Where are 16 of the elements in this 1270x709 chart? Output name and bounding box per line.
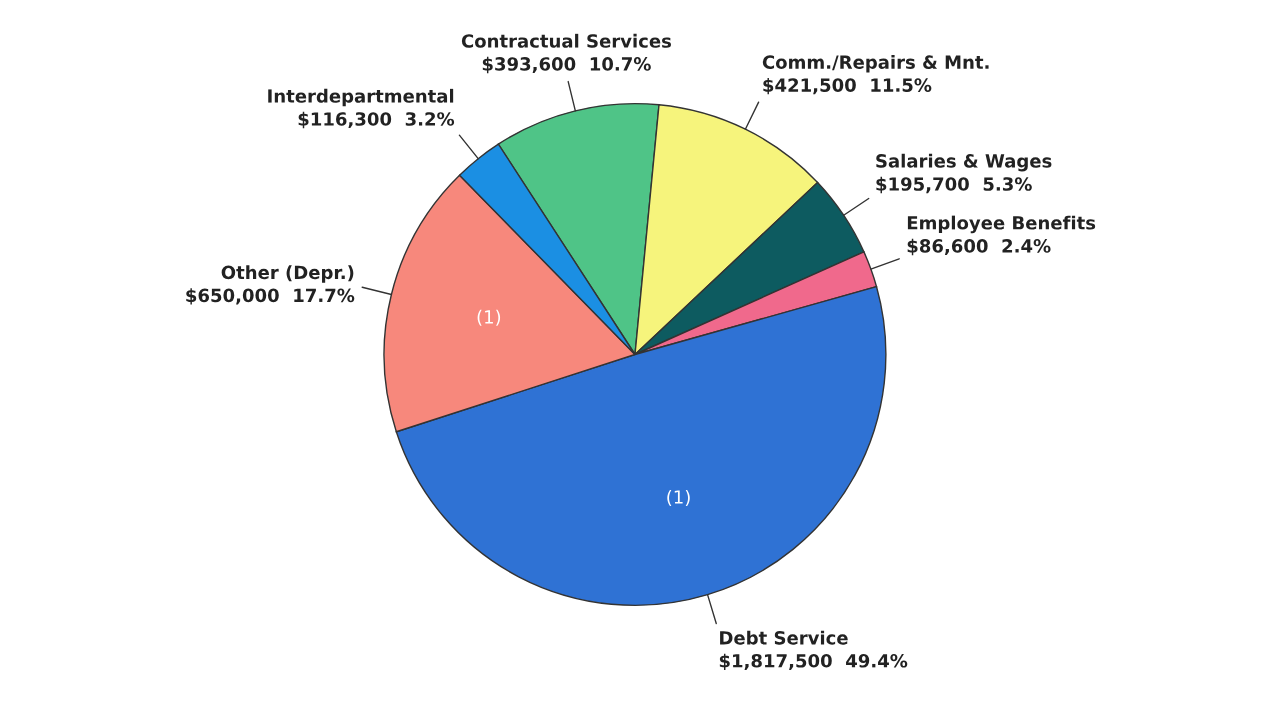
- slice-label: Comm./Repairs & Mnt.: [762, 54, 989, 73]
- data-label: $86,600 2.4%: [907, 238, 1051, 256]
- text: (1): [477, 309, 501, 326]
- slice-label: Other (Depr.): [221, 265, 354, 283]
- data-label: $421,500 11.5%: [763, 77, 932, 95]
- slice-label: Salaries & Wages: [876, 153, 1052, 172]
- data-label: $650,000 17.7%: [186, 288, 355, 305]
- slice-label: Interdepartmental: [268, 88, 454, 107]
- data-label: $195,700 5.3%: [876, 176, 1032, 194]
- text: (1): [667, 489, 690, 506]
- slice-label: Employee Benefits: [907, 215, 1096, 234]
- data-label: $393,600 10.7%: [482, 56, 651, 74]
- slice-label: Debt Service: [720, 630, 848, 645]
- data-label: $1,817,500 49.4%: [719, 653, 908, 671]
- slice-label: Contractual Services: [461, 33, 671, 48]
- data-label: $116,300 3.2%: [298, 111, 455, 129]
